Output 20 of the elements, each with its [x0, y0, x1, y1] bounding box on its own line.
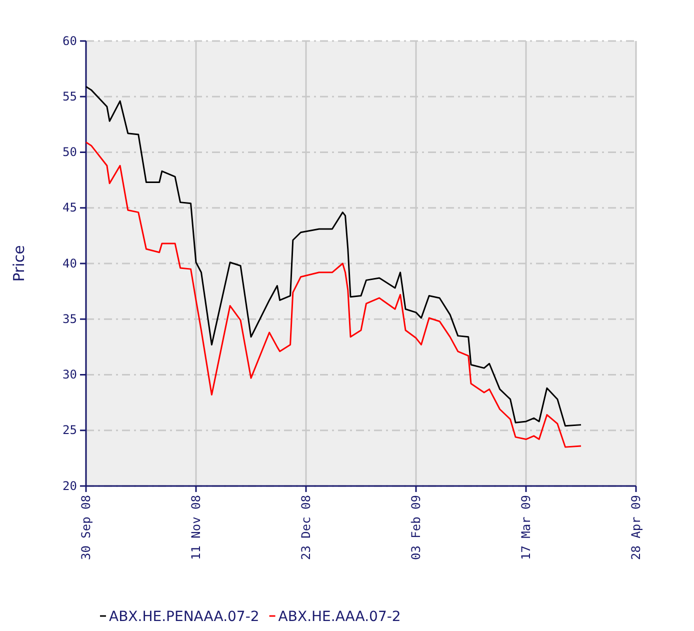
x-tick-label: 28 Apr 09: [629, 495, 644, 560]
y-tick-label: 30: [62, 368, 77, 382]
x-tick-label: 30 Sep 08: [79, 495, 94, 560]
legend-label: ABX.HE.PENAAA.07-2: [109, 609, 260, 625]
y-tick-label: 40: [62, 256, 77, 270]
line-series: [85, 141, 582, 448]
y-tick-label: 45: [62, 200, 77, 215]
y-tick-label: 55: [62, 89, 77, 104]
y-tick-label: 50: [62, 145, 77, 160]
legend-label: ABX.HE.AAA.07-2: [278, 609, 401, 625]
y-tick-label: 35: [62, 312, 77, 326]
x-tick-label: 23 Dec 08: [299, 495, 314, 560]
x-tick-label: 17 Mar 09: [519, 495, 534, 560]
x-tick-label: 11 Nov 08: [189, 495, 204, 560]
y-tick-label: 25: [62, 423, 77, 438]
y-axis-title: Price: [10, 245, 28, 282]
y-tick-label: 20: [62, 478, 77, 493]
y-tick-label: 60: [62, 34, 77, 48]
x-tick-label: 03 Feb 09: [409, 495, 424, 560]
line-series: [85, 86, 582, 427]
